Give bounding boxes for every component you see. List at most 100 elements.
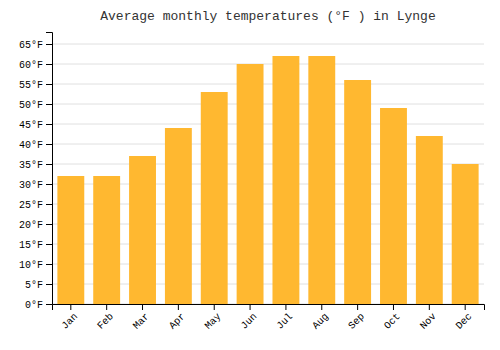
y-tick-mark bbox=[46, 284, 52, 285]
y-tick-label: 50°F bbox=[19, 100, 43, 111]
x-tick-mark bbox=[393, 304, 394, 310]
y-tick-mark bbox=[46, 264, 52, 265]
grid-line bbox=[52, 124, 484, 125]
x-tick-mark bbox=[357, 304, 358, 310]
y-tick-label: 45°F bbox=[19, 120, 43, 131]
y-tick: 30°F bbox=[19, 180, 52, 191]
x-tick: Dec bbox=[454, 304, 475, 332]
y-tick: 40°F bbox=[19, 140, 52, 151]
x-tick: Jan bbox=[59, 304, 80, 332]
grid-line bbox=[52, 64, 484, 65]
y-tick: 60°F bbox=[19, 60, 52, 71]
y-tick-label: 5°F bbox=[25, 280, 43, 291]
x-tick-mark bbox=[285, 304, 286, 310]
y-tick-mark bbox=[46, 144, 52, 145]
x-tick-mark bbox=[465, 304, 466, 310]
y-tick-label: 15°F bbox=[19, 240, 43, 251]
y-tick: 10°F bbox=[19, 260, 52, 271]
y-tick-label: 25°F bbox=[19, 200, 43, 211]
y-tick-mark bbox=[46, 304, 52, 305]
y-tick-mark bbox=[46, 184, 52, 185]
x-tick-mark bbox=[250, 304, 251, 310]
x-tick-mark bbox=[106, 304, 107, 310]
bar bbox=[380, 108, 407, 304]
y-tick-label: 55°F bbox=[19, 80, 43, 91]
y-tick-label: 30°F bbox=[19, 180, 43, 191]
y-tick: 20°F bbox=[19, 220, 52, 231]
x-tick-label: Sep bbox=[346, 311, 367, 332]
x-tick-label: Dec bbox=[454, 311, 475, 332]
bar bbox=[93, 176, 120, 304]
y-tick: 50°F bbox=[19, 100, 52, 111]
y-tick: 5°F bbox=[25, 280, 52, 291]
x-tick-mark bbox=[429, 304, 430, 310]
x-tick: Mar bbox=[131, 304, 152, 332]
y-tick-label: 10°F bbox=[19, 260, 43, 271]
y-tick-label: 65°F bbox=[19, 40, 43, 51]
grid-line bbox=[52, 44, 484, 45]
x-tick-label: May bbox=[203, 311, 224, 332]
x-tick: Apr bbox=[167, 304, 188, 332]
y-tick-label: 40°F bbox=[19, 140, 43, 151]
y-tick-mark bbox=[46, 244, 52, 245]
y-tick: 35°F bbox=[19, 160, 52, 171]
bar bbox=[416, 136, 443, 304]
x-tick-mark bbox=[70, 304, 71, 310]
bar bbox=[129, 156, 156, 304]
x-tick: Oct bbox=[382, 304, 403, 332]
y-tick-label: 0°F bbox=[25, 300, 43, 311]
x-axis-line bbox=[53, 305, 485, 311]
x-tick-label: Oct bbox=[382, 311, 403, 332]
grid-line bbox=[52, 84, 484, 85]
x-tick: Aug bbox=[310, 304, 331, 332]
y-tick-mark bbox=[46, 204, 52, 205]
bar bbox=[452, 164, 479, 304]
y-axis: 0°F 5°F 10°F 15°F 20°F 25°F 30°F 35°F 40°F 45°F 50… bbox=[19, 33, 53, 311]
chart-container: 0°F 5°F 10°F 15°F 20°F 25°F 30°F 35°F 40°F 45°F 50… bbox=[0, 0, 500, 350]
x-tick-label: Mar bbox=[131, 311, 152, 332]
y-tick-mark bbox=[46, 84, 52, 85]
bar bbox=[165, 128, 192, 304]
bars bbox=[57, 56, 478, 304]
y-tick: 15°F bbox=[19, 240, 52, 251]
y-tick-mark bbox=[46, 124, 52, 125]
x-tick: Jul bbox=[275, 304, 296, 332]
y-tick: 25°F bbox=[19, 200, 52, 211]
x-tick-mark bbox=[214, 304, 215, 310]
x-tick-mark bbox=[142, 304, 143, 310]
bar bbox=[201, 92, 228, 304]
x-tick-mark bbox=[321, 304, 322, 310]
plot-area: 0°F 5°F 10°F 15°F 20°F 25°F 30°F 35°F 40°F 45°F 50… bbox=[19, 33, 485, 332]
x-tick-label: Aug bbox=[310, 311, 331, 332]
bar bbox=[272, 56, 299, 304]
x-tick: May bbox=[203, 304, 224, 332]
x-tick: Jun bbox=[239, 304, 260, 332]
y-tick: 55°F bbox=[19, 80, 52, 91]
grid-line bbox=[52, 104, 484, 105]
y-tick: 45°F bbox=[19, 120, 52, 131]
x-tick-mark bbox=[178, 304, 179, 310]
y-tick-label: 20°F bbox=[19, 220, 43, 231]
x-axis: Jan Feb Mar Apr May Jun Jul Aug Sep Oct Nov Dec bbox=[53, 304, 485, 332]
y-tick-mark bbox=[46, 164, 52, 165]
x-tick-label: Feb bbox=[95, 311, 116, 332]
x-tick-label: Nov bbox=[418, 311, 439, 332]
y-tick: 65°F bbox=[19, 40, 52, 51]
y-axis-line bbox=[46, 33, 53, 305]
x-tick-label: Jun bbox=[239, 311, 260, 332]
y-tick-label: 60°F bbox=[19, 60, 43, 71]
x-tick-label: Jul bbox=[275, 311, 296, 332]
chart-svg: 0°F 5°F 10°F 15°F 20°F 25°F 30°F 35°F 40°F 45°F 50… bbox=[0, 0, 500, 350]
y-tick: 0°F bbox=[25, 300, 52, 311]
grid bbox=[52, 44, 484, 304]
bar bbox=[308, 56, 335, 304]
chart-title: Average monthly temperatures (°F ) in Ly… bbox=[100, 9, 435, 24]
bar bbox=[237, 64, 264, 304]
x-tick-label: Jan bbox=[59, 311, 80, 332]
y-tick-mark bbox=[46, 64, 52, 65]
x-tick: Feb bbox=[95, 304, 116, 332]
y-tick-mark bbox=[46, 104, 52, 105]
y-tick-mark bbox=[46, 224, 52, 225]
x-tick: Sep bbox=[346, 304, 367, 332]
y-tick-label: 35°F bbox=[19, 160, 43, 171]
